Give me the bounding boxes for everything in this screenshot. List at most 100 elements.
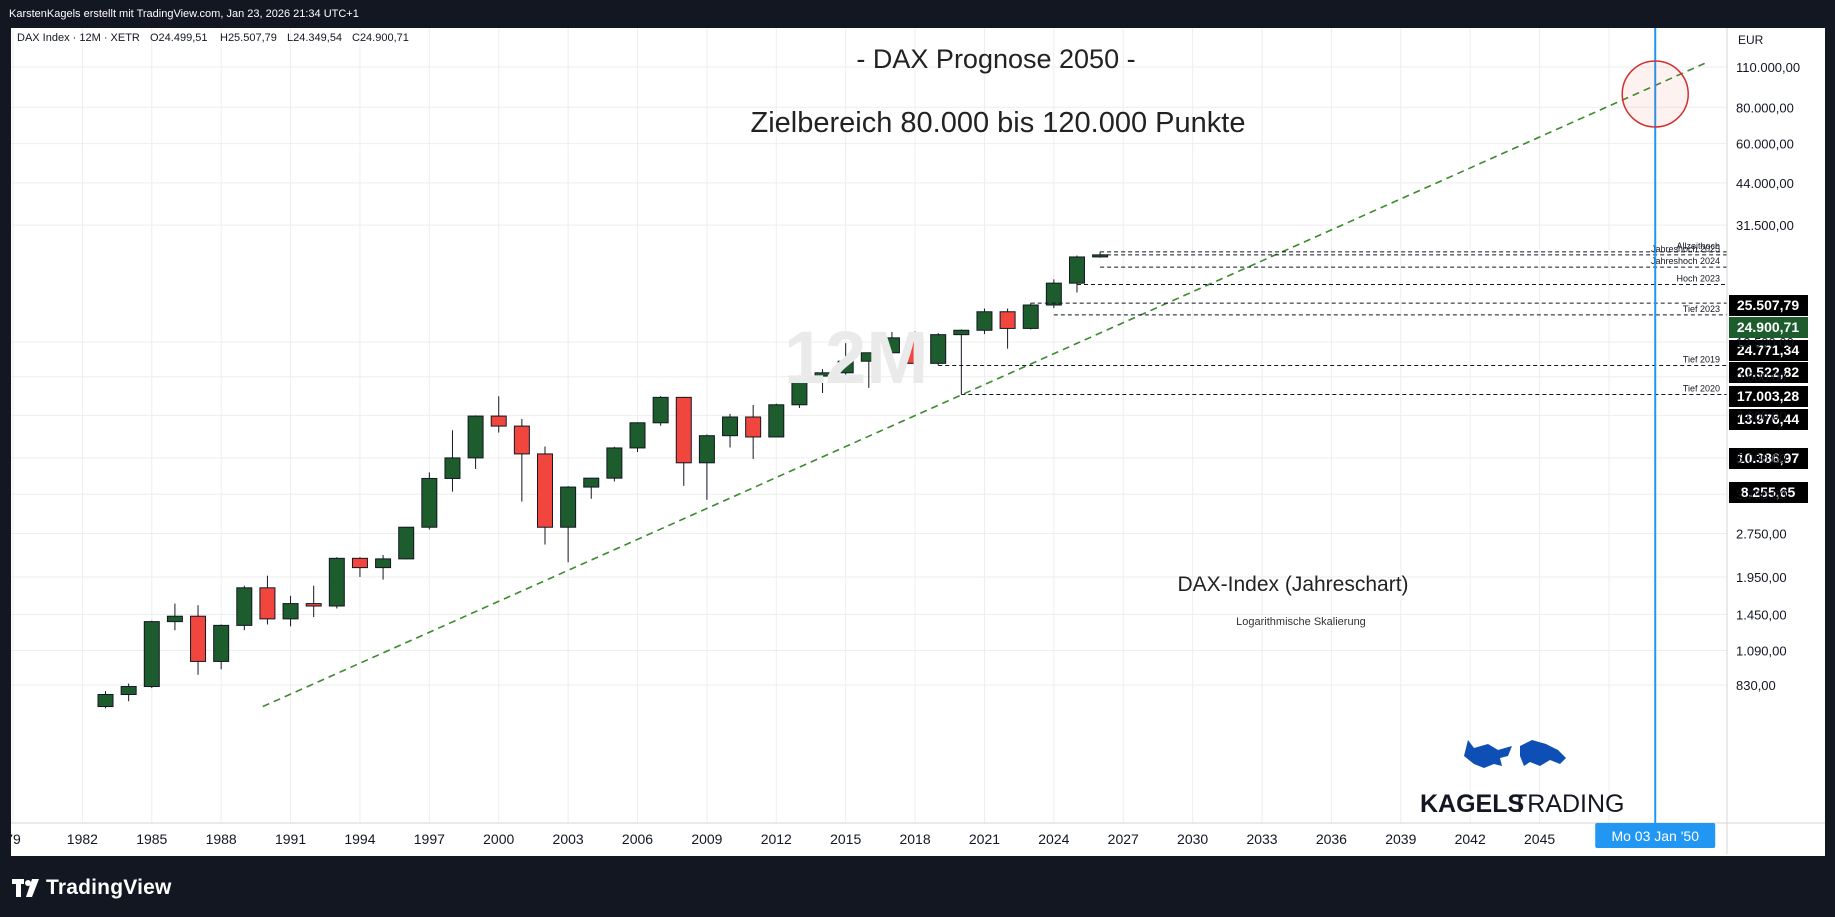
candle-body bbox=[768, 404, 785, 438]
x-tick-label: 1988 bbox=[206, 831, 237, 847]
candle-body bbox=[259, 587, 276, 620]
price-tag-label: 24.771,34 bbox=[1737, 342, 1799, 358]
x-tick-label: 2006 bbox=[622, 831, 653, 847]
candle-1999 bbox=[467, 415, 484, 469]
bear-icon bbox=[1520, 740, 1566, 766]
candle-body bbox=[953, 329, 970, 336]
x-tick-label: 2021 bbox=[969, 831, 1000, 847]
candle-2004 bbox=[583, 477, 600, 499]
level-6: Tief 2019 10.386,97 bbox=[938, 354, 1808, 469]
candle-body bbox=[282, 603, 299, 620]
x-tick-label: 1991 bbox=[275, 831, 306, 847]
candle-body bbox=[560, 486, 577, 528]
level-label: Jahreshoch 2024 bbox=[1651, 256, 1720, 266]
level-label: Tief 2019 bbox=[1683, 354, 1720, 364]
tradingview-logo[interactable]: TradingView bbox=[12, 876, 172, 900]
price-axis[interactable]: 110.000,00 80.000,00 60.000,00 44.000,00 31.… bbox=[1736, 60, 1800, 693]
chart-title: - DAX Prognose 2050 - bbox=[856, 44, 1135, 74]
candle-2008 bbox=[675, 396, 692, 486]
x-tick-label: 2039 bbox=[1385, 831, 1416, 847]
bull-icon bbox=[1464, 740, 1512, 768]
price-tag bbox=[1729, 362, 1808, 383]
symbol-close: C24.900,71 bbox=[352, 32, 409, 44]
candle-2011 bbox=[745, 404, 762, 459]
candle-1998 bbox=[444, 430, 461, 492]
candle-body bbox=[490, 415, 507, 427]
candle-body bbox=[652, 396, 669, 424]
candle-1993 bbox=[328, 557, 345, 609]
kagels-trading-logo: KAGELS TRADING bbox=[1420, 740, 1625, 818]
candle-2024 bbox=[1045, 279, 1062, 309]
logo-text-light: TRADING bbox=[1512, 790, 1625, 818]
cursor-layer: Mo 03 Jan '50 bbox=[1595, 28, 1716, 848]
candle-body bbox=[675, 396, 692, 464]
y-tick-label: 5.000,00 bbox=[1736, 451, 1787, 466]
tradingview-icon bbox=[12, 879, 39, 897]
y-tick-label: 3.750,00 bbox=[1736, 487, 1787, 502]
candle-body bbox=[143, 621, 160, 688]
level-5: Tief 2023 13.976,44 bbox=[1053, 304, 1808, 430]
candle-body bbox=[860, 352, 877, 362]
candle-2000 bbox=[490, 396, 507, 433]
x-tick-label: 2018 bbox=[899, 831, 930, 847]
candle-2018 bbox=[907, 331, 924, 367]
price-tag-label: 20.522,82 bbox=[1737, 364, 1799, 380]
candle-body bbox=[1022, 304, 1039, 329]
y-tick-label: 80.000,00 bbox=[1736, 100, 1794, 115]
price-tag bbox=[1729, 409, 1808, 430]
cursor-date-label: Mo 03 Jan '50 bbox=[1611, 828, 1699, 844]
price-tag bbox=[1729, 448, 1808, 469]
candle-body bbox=[421, 477, 438, 528]
x-tick-label: 1994 bbox=[344, 831, 375, 847]
cursor-date-badge bbox=[1595, 823, 1716, 848]
annotation-jahreschart: DAX-Index (Jahreschart) bbox=[1177, 573, 1408, 596]
candle-body bbox=[398, 526, 415, 560]
candle-2015 bbox=[837, 343, 854, 380]
watermark: 12M bbox=[784, 316, 928, 399]
x-tick-label: 2027 bbox=[1108, 831, 1139, 847]
x-tick-label: 1997 bbox=[414, 831, 445, 847]
level-2: Jahreshoch 2024 24.771,34 bbox=[1100, 256, 1808, 361]
candle-1997 bbox=[421, 472, 438, 530]
level-0: Allzeithoch 25.507,79 bbox=[1100, 241, 1808, 316]
price-tag-label: 8.255,65 bbox=[1741, 484, 1796, 500]
candle-body bbox=[1068, 256, 1085, 284]
level-label: Tief 2020 bbox=[1683, 383, 1720, 393]
y-tick-label: 44.000,00 bbox=[1736, 176, 1794, 191]
candle-body bbox=[930, 334, 947, 364]
x-tick-label: 2015 bbox=[830, 831, 861, 847]
candle-2019 bbox=[930, 333, 947, 366]
candle-body bbox=[791, 375, 808, 406]
candle-body bbox=[305, 603, 322, 607]
candle-2012 bbox=[768, 403, 785, 438]
candle-1985 bbox=[143, 620, 160, 689]
price-tag bbox=[1729, 340, 1808, 361]
levels-layer: Allzeithoch 25.507,79 Jahreshoch 2025 24.90… bbox=[938, 241, 1808, 503]
candle-2010 bbox=[722, 413, 739, 448]
annotation-log-scale: Logarithmische Skalierung bbox=[1236, 616, 1366, 628]
candle-body bbox=[883, 337, 900, 354]
candle-body bbox=[698, 435, 715, 464]
target-circle bbox=[1621, 60, 1689, 128]
chart-canvas[interactable]: Allzeithoch 25.507,79 Jahreshoch 2025 24.90… bbox=[5, 28, 1825, 856]
candle-body bbox=[166, 615, 183, 623]
time-axis[interactable]: 79 1982 1985 1988 1991 1994 1997 2000 2003 2006 20… bbox=[5, 831, 1613, 847]
candle-2022 bbox=[999, 308, 1016, 349]
price-tag bbox=[1729, 482, 1808, 503]
candle-body bbox=[999, 311, 1016, 329]
y-tick-label: 1.090,00 bbox=[1736, 644, 1787, 659]
candle-body bbox=[97, 693, 114, 708]
symbol-high: H25.507,79 bbox=[220, 32, 277, 44]
level-1: Jahreshoch 2025 24.900,71 bbox=[1100, 244, 1808, 338]
x-tick-label: 2033 bbox=[1246, 831, 1277, 847]
level-label: Jahreshoch 2025 bbox=[1651, 244, 1720, 254]
candle-body bbox=[351, 557, 368, 569]
y-tick-label: 830,00 bbox=[1736, 678, 1776, 693]
chart-frame[interactable]: Allzeithoch 25.507,79 Jahreshoch 2025 24.90… bbox=[5, 28, 1825, 856]
y-tick-label: 110.000,00 bbox=[1736, 60, 1800, 75]
x-tick-label: 1982 bbox=[67, 831, 98, 847]
candle-body bbox=[722, 416, 739, 437]
candle-1991 bbox=[282, 595, 299, 627]
candle-1995 bbox=[375, 555, 392, 580]
level-7: Tief 2020 8.255,65 bbox=[961, 383, 1808, 503]
